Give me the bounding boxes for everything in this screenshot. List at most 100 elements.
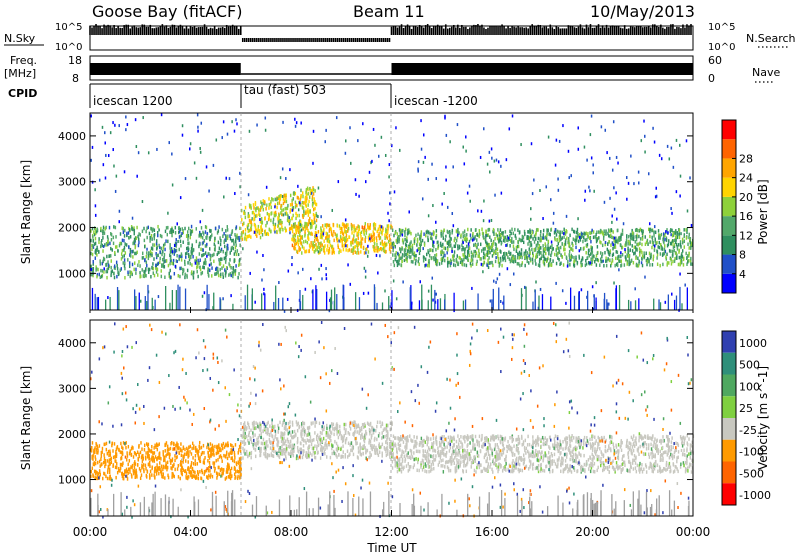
scatter-cell bbox=[132, 255, 134, 259]
scatter-cell bbox=[118, 466, 120, 471]
scatter-cell bbox=[151, 253, 153, 258]
scatter-cell bbox=[339, 230, 342, 235]
scatter-cell bbox=[638, 229, 640, 233]
scatter-cell bbox=[152, 243, 154, 247]
scatter-cell bbox=[97, 449, 99, 453]
scatter-cell bbox=[282, 420, 284, 425]
scatter-cell bbox=[500, 250, 502, 254]
scatter-cell bbox=[673, 230, 675, 235]
scatter-cell bbox=[90, 158, 92, 162]
scatter-cell bbox=[120, 241, 123, 246]
scatter-cell bbox=[291, 208, 294, 212]
scatter-cell bbox=[164, 476, 166, 480]
scatter-cell bbox=[373, 236, 376, 240]
scatter-cell bbox=[128, 226, 130, 231]
scatter-cell bbox=[217, 450, 220, 455]
scatter-cell bbox=[393, 263, 396, 268]
scatter-cell bbox=[167, 225, 169, 230]
scatter-cell bbox=[363, 266, 366, 270]
scatter-cell bbox=[105, 263, 107, 267]
scatter-cell bbox=[100, 457, 102, 461]
scatter-cell bbox=[280, 204, 282, 208]
scatter-cell bbox=[514, 234, 516, 238]
scatter-cell bbox=[200, 445, 203, 450]
scatter-cell bbox=[96, 245, 98, 250]
scatter-cell bbox=[326, 223, 329, 227]
scatter-cell bbox=[142, 453, 144, 458]
scatter-cell bbox=[465, 239, 468, 243]
scatter-cell bbox=[112, 121, 114, 125]
scatter-cell bbox=[118, 124, 120, 128]
scatter-cell bbox=[184, 275, 186, 280]
scatter-cell bbox=[282, 197, 285, 201]
scatter-cell bbox=[679, 240, 682, 244]
scatter-cell bbox=[282, 208, 285, 212]
scatter-cell bbox=[382, 242, 385, 247]
scatter-cell bbox=[531, 247, 533, 252]
scatter-cell bbox=[546, 233, 548, 237]
scatter-cell bbox=[444, 238, 447, 242]
scatter-cell bbox=[336, 294, 338, 310]
scatter-cell bbox=[474, 249, 477, 254]
scatter-cell bbox=[103, 267, 105, 271]
scatter-cell bbox=[620, 234, 622, 238]
scatter-cell bbox=[559, 230, 562, 234]
scatter-cell bbox=[110, 254, 112, 258]
scatter-cell bbox=[540, 238, 542, 242]
scatter-cell bbox=[323, 251, 326, 255]
scatter-cell bbox=[615, 250, 617, 254]
scatter-cell bbox=[555, 248, 557, 252]
scatter-cell bbox=[423, 256, 425, 260]
scatter-cell bbox=[122, 226, 124, 231]
scatter-cell bbox=[502, 235, 505, 239]
scatter-cell bbox=[163, 252, 166, 257]
scatter-cell bbox=[551, 247, 553, 252]
scatter-cell bbox=[528, 236, 531, 241]
scatter-cell bbox=[506, 267, 509, 271]
scatter-cell bbox=[116, 445, 119, 449]
scatter-cell bbox=[346, 244, 349, 248]
scatter-cell bbox=[163, 259, 165, 264]
scatter-cell bbox=[683, 245, 686, 249]
scatter-cell bbox=[214, 272, 216, 276]
scatter-cell bbox=[519, 230, 521, 234]
scatter-cell bbox=[527, 236, 529, 240]
scatter-cell bbox=[568, 255, 571, 260]
scatter-cell bbox=[530, 217, 532, 221]
scatter-cell bbox=[369, 432, 371, 436]
scatter-cell bbox=[330, 443, 333, 447]
scatter-cell bbox=[495, 232, 497, 237]
scatter-cell bbox=[555, 261, 558, 266]
scatter-cell bbox=[378, 231, 380, 236]
scatter-cell bbox=[296, 228, 298, 233]
scatter-cell bbox=[182, 460, 184, 464]
scatter-cell bbox=[666, 263, 668, 267]
scatter-cell bbox=[595, 236, 598, 241]
scatter-cell bbox=[148, 473, 151, 477]
scatter-cell bbox=[351, 226, 353, 231]
scatter-cell bbox=[205, 261, 207, 266]
scatter-cell bbox=[676, 245, 679, 249]
scatter-cell bbox=[663, 251, 666, 255]
scatter-cell bbox=[635, 234, 637, 239]
scatter-cell bbox=[199, 267, 202, 272]
scatter-cell bbox=[121, 472, 123, 476]
scatter-cell bbox=[568, 242, 571, 246]
scatter-cell bbox=[653, 244, 656, 248]
scatter-cell bbox=[442, 255, 445, 259]
scatter-cell bbox=[302, 267, 304, 271]
scatter-cell bbox=[544, 247, 546, 252]
scatter-cell bbox=[219, 249, 222, 253]
scatter-cell bbox=[606, 242, 609, 246]
scatter-cell bbox=[661, 253, 664, 257]
scatter-cell bbox=[156, 267, 158, 272]
scatter-cell bbox=[133, 261, 136, 265]
scatter-cell bbox=[454, 263, 457, 268]
scatter-cell bbox=[214, 244, 216, 249]
scatter-cell bbox=[213, 238, 216, 243]
scatter-cell bbox=[379, 225, 382, 230]
scatter-cell bbox=[201, 450, 204, 455]
scatter-cell bbox=[397, 236, 400, 240]
scatter-cell bbox=[433, 244, 435, 249]
scatter-cell bbox=[107, 464, 110, 469]
